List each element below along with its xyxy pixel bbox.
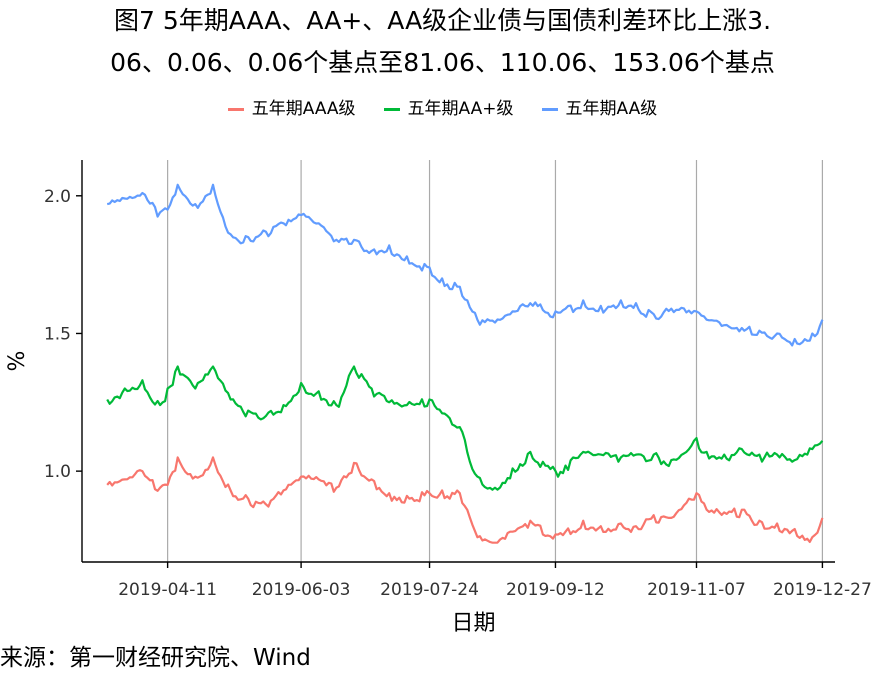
legend-label-aaa: 五年期AAA级	[251, 99, 356, 119]
chart-title-line-1: 图7 5年期AAA、AA+、AA级企业债与国债利差环比上涨3.	[113, 6, 772, 35]
legend-key-aaa	[227, 107, 244, 111]
x-tick-label-2: 2019-07-24	[380, 580, 479, 600]
legend-item-aaplus: 五年期AA+级	[383, 96, 514, 122]
chart-legend: 五年期AAA级 五年期AA+级 五年期AA级	[0, 96, 885, 122]
chart-title-line-2: 06、0.06、0.06个基点至81.06、110.06、153.06个基点	[110, 48, 775, 77]
y-tick-label-0: 1.0	[44, 462, 71, 482]
legend-label-aa: 五年期AA级	[565, 99, 658, 119]
y-tick-label-1: 1.5	[44, 324, 71, 344]
x-tick-label-1: 2019-06-03	[252, 580, 351, 600]
x-tick-label-3: 2019-09-12	[506, 580, 605, 600]
y-axis-title: %	[5, 351, 30, 372]
source-note: 来源：第一财经研究院、Wind	[0, 645, 311, 671]
series-line-aaplus	[106, 365, 824, 491]
legend-key-aa	[541, 107, 558, 111]
legend-key-aaplus	[383, 107, 400, 111]
x-tick-label-0: 2019-04-11	[118, 580, 217, 600]
legend-item-aaa: 五年期AAA级	[227, 96, 356, 122]
x-tick-label-5: 2019-12-27	[773, 580, 872, 600]
legend-label-aaplus: 五年期AA+级	[407, 99, 514, 119]
legend-item-aa: 五年期AA级	[541, 96, 658, 122]
series-line-aaa	[106, 456, 824, 544]
y-tick-label-2: 2.0	[44, 187, 71, 207]
x-tick-label-4: 2019-11-07	[647, 580, 746, 600]
series-line-aa	[106, 183, 824, 347]
x-axis-title: 日期	[451, 611, 495, 636]
